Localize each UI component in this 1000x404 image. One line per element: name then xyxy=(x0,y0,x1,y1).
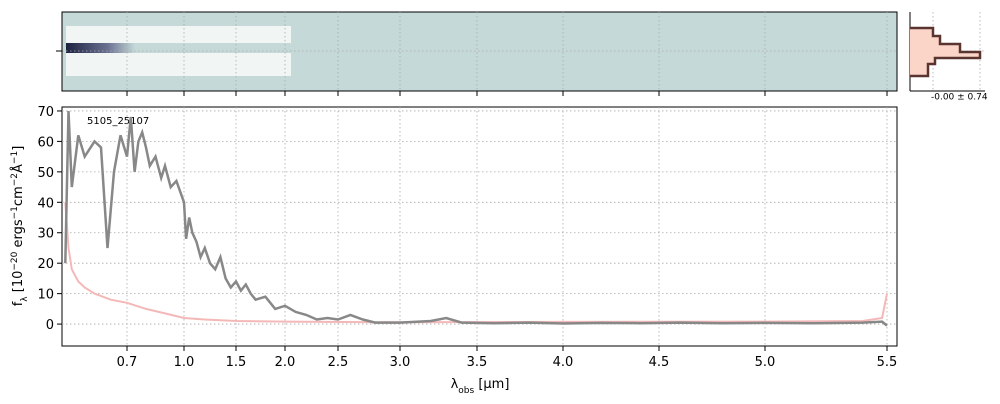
x-tick-label: 3.0 xyxy=(390,355,411,370)
grid xyxy=(62,12,897,346)
y-tick-label: 40 xyxy=(37,196,54,211)
y-tick-label: 20 xyxy=(37,257,54,272)
y-tick-label: 30 xyxy=(37,227,54,242)
series-group xyxy=(64,110,888,327)
label-part: obs xyxy=(458,386,474,396)
x-tick-label: 3.5 xyxy=(467,355,488,370)
label-part: ergs xyxy=(11,219,26,251)
x-tick-label: 4.0 xyxy=(553,355,574,370)
label-part: ] xyxy=(11,146,26,151)
x-tick-label: 1.0 xyxy=(174,355,195,370)
spectrum-2d-core xyxy=(66,43,296,53)
label-part: f xyxy=(11,301,26,306)
spectrum-line xyxy=(64,110,888,327)
label-part: −1 xyxy=(10,151,20,164)
label-part: [μm] xyxy=(474,377,509,392)
label-part: −20 xyxy=(10,251,20,270)
label-part: λ xyxy=(20,296,30,302)
y-tick-label: 0 xyxy=(46,318,54,333)
label-part: −2 xyxy=(10,173,20,186)
x-tick-label: 4.5 xyxy=(649,355,670,370)
spectrum-line xyxy=(64,202,888,324)
x-tick-label: 2.5 xyxy=(328,355,349,370)
x-tick-label: 5.0 xyxy=(755,355,776,370)
y-tick-label: 70 xyxy=(37,105,54,120)
panel-frame xyxy=(61,106,898,347)
y-axis-label: fλ [10−20 ergs−1cm−2Å−1] xyxy=(10,146,30,307)
y-tick-label: 10 xyxy=(37,288,54,303)
y-tick-label: 60 xyxy=(37,135,54,150)
x-tick-label: 1.5 xyxy=(226,355,247,370)
label-part: Å xyxy=(10,164,26,173)
x-tick-label: 0.7 xyxy=(117,355,138,370)
label-part: [10 xyxy=(11,271,26,297)
label-part: λ xyxy=(451,377,459,392)
x-tick-label: 2.0 xyxy=(275,355,296,370)
label-part: cm xyxy=(11,186,26,206)
side-label: -0.00 ± 0.74 xyxy=(931,93,988,103)
x-axis-label: λobs [μm] xyxy=(451,377,510,396)
annotation: 5105_25107 xyxy=(87,116,149,127)
x-tick-label: 5.5 xyxy=(877,355,898,370)
label-part: −1 xyxy=(10,206,20,219)
side-histogram-outline xyxy=(910,26,982,78)
y-tick-label: 50 xyxy=(37,166,54,181)
